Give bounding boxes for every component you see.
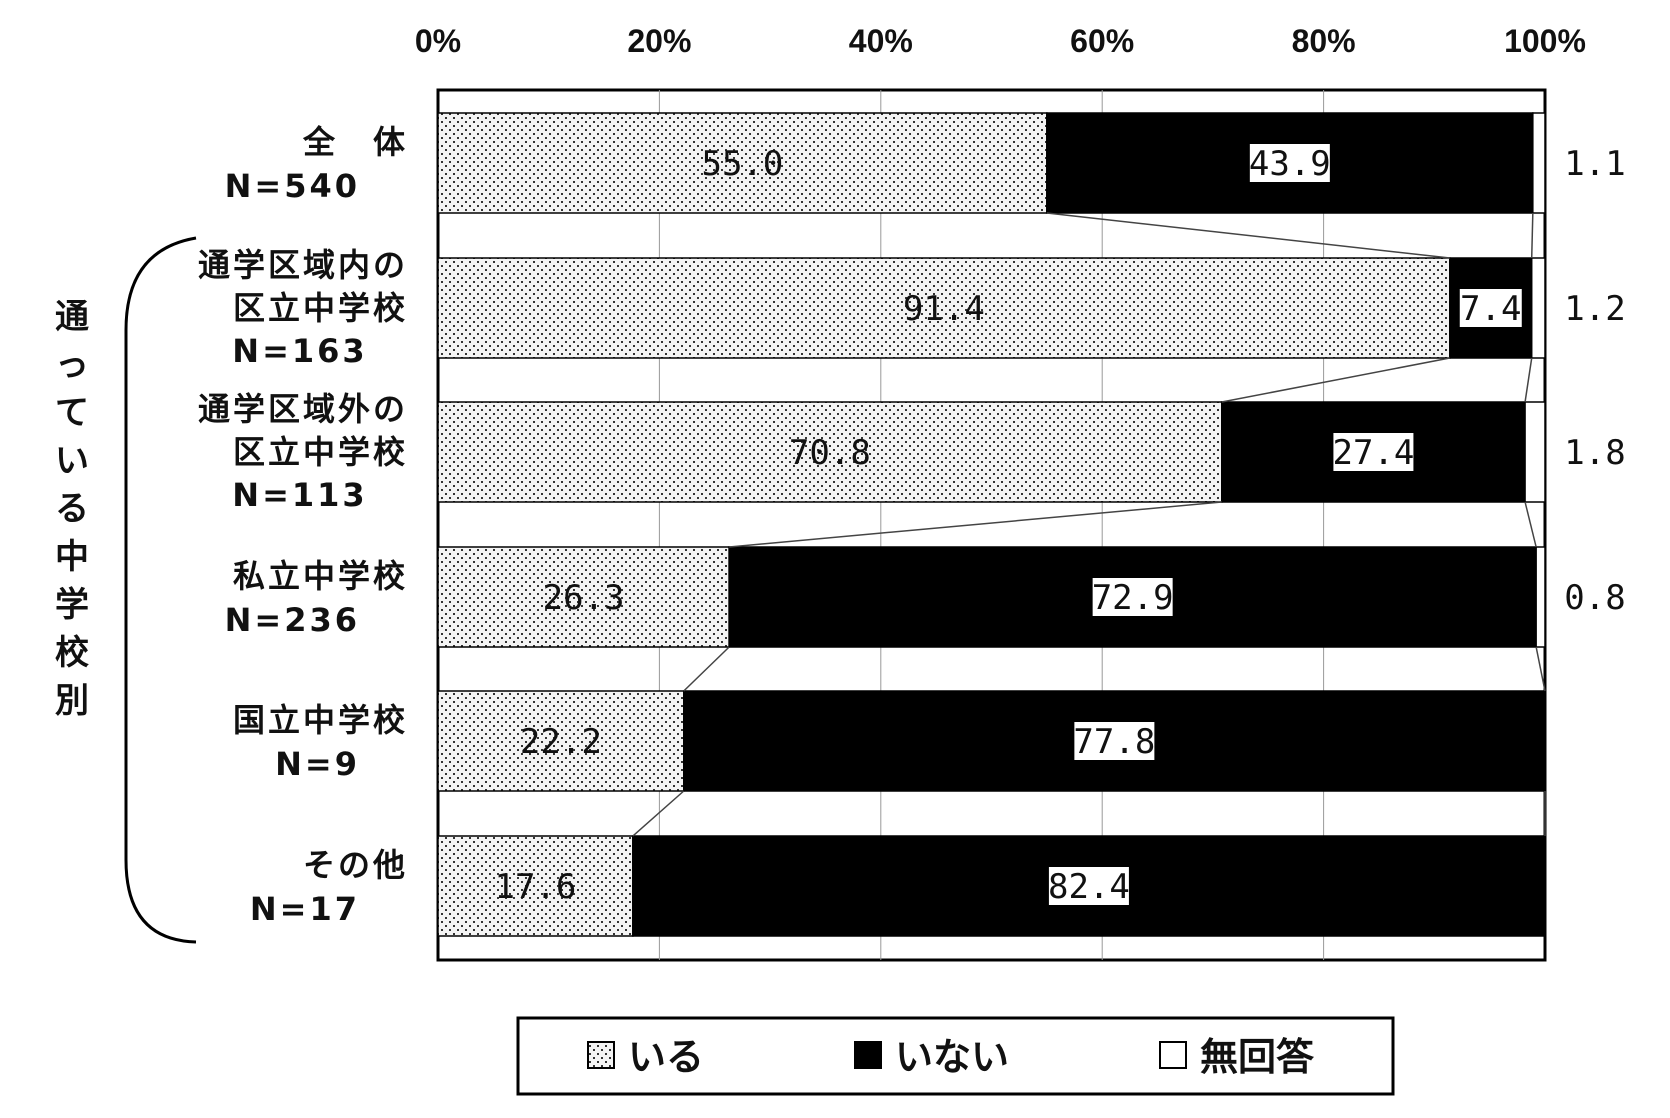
group-label-char: る [55,489,89,529]
x-tick-label: 20% [627,23,691,59]
data-label-iru: 17.6 [494,867,576,907]
bar-segment-3 [1535,546,1546,648]
group-label-char: い [55,441,89,481]
group-label-char: 通 [55,297,89,337]
x-tick-label: 100% [1504,23,1586,59]
connector-line [1046,212,1450,259]
connector-line [632,790,685,837]
data-label-box [1333,433,1414,471]
data-label-box [1074,722,1155,760]
x-tick-label: 40% [849,23,913,59]
data-label-inai: 27.4 [1332,433,1414,473]
category-n-label: N=17 [250,890,360,928]
bar-segment-3 [1532,112,1546,214]
connector-line [1524,501,1537,548]
category-label: その他 [303,846,408,884]
bar-segment-2 [683,690,1546,792]
data-label-box [1048,867,1129,905]
legend-swatch [854,1041,882,1069]
connector-line [683,646,730,692]
category-label-line1: 通学区域内の [198,246,408,284]
bar-segment-1 [437,835,634,937]
legend-swatch [1159,1041,1187,1069]
category-label-line2: 区立中学校 [233,289,408,327]
group-label-char: 学 [55,585,89,625]
data-label-mukaito: 1.2 [1564,289,1625,329]
data-label-iru: 70.8 [789,433,871,473]
category-label: 国立中学校 [233,701,408,739]
group-label-char: 別 [55,681,89,721]
category-n-label: N=9 [275,745,360,783]
category-label-line1: 通学区域外の [198,390,408,428]
data-label-inai: 82.4 [1048,867,1130,907]
connector-line [729,501,1222,548]
group-label-char: 中 [55,537,89,577]
data-label-inai: 43.9 [1249,144,1331,184]
group-bracket [124,236,197,944]
bar-segment-3 [1530,257,1546,359]
plot-frame [436,88,1547,962]
legend-label: 無回答 [1200,1035,1315,1079]
x-tick-label: 80% [1292,23,1356,59]
data-label-mukaito: 1.8 [1564,433,1625,473]
bar-segment-1 [437,690,685,792]
bar-segment-3 [1524,401,1546,503]
legend-swatch [587,1041,615,1069]
connector-line [1524,357,1533,403]
data-label-iru: 55.0 [701,144,783,184]
group-label-char: 校 [55,633,89,673]
connector-line [1530,212,1534,259]
data-label-iru: 26.3 [543,578,625,618]
data-label-mukaito: 1.1 [1564,144,1625,184]
bar-segment-1 [437,257,1451,359]
x-tick-label: 60% [1070,23,1134,59]
category-n-label: N=113 [232,476,367,514]
category-label-line2: 区立中学校 [233,433,408,471]
x-tick-label: 0% [415,23,461,59]
legend-label: いる [628,1035,704,1079]
category-label: 全 体 [302,123,408,161]
bar-segment-1 [437,546,730,648]
data-label-box [1249,144,1330,182]
data-label-iru: 91.4 [903,289,985,329]
data-label-iru: 22.2 [520,722,602,762]
data-label-box [1459,289,1522,327]
group-label-char: っ [55,345,89,385]
category-n-label: N=163 [232,332,367,370]
data-label-inai: 7.4 [1460,289,1521,329]
bar-segment-1 [437,112,1048,214]
legend-frame [516,1016,1395,1096]
connector-line [1221,357,1450,403]
category-n-label: N=236 [225,601,360,639]
legend-label: いない [895,1035,1009,1079]
bar-segment-1 [437,401,1223,503]
data-label-box [1092,578,1173,616]
data-label-mukaito: 0.8 [1564,578,1625,618]
data-label-inai: 72.9 [1092,578,1174,618]
category-label: 私立中学校 [233,557,408,595]
connector-line [1535,646,1546,692]
group-label-char: て [55,393,89,433]
category-n-label: N=540 [225,167,360,205]
data-label-inai: 77.8 [1073,722,1155,762]
